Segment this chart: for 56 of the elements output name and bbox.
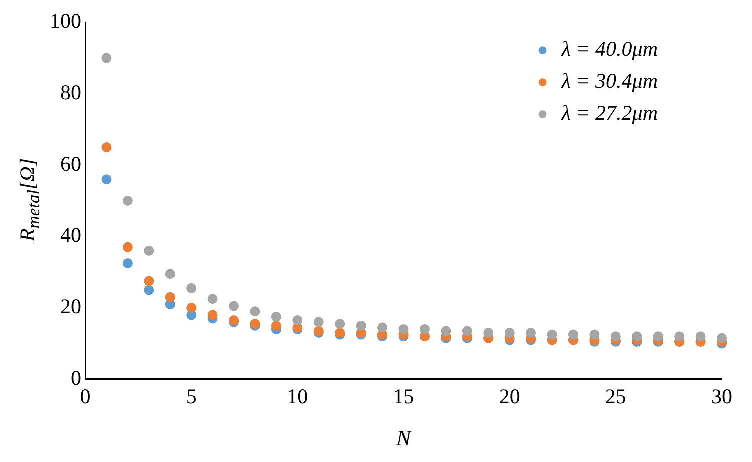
y-tick-label: 0	[71, 366, 82, 390]
legend-label: λ = 30.4μm	[560, 69, 658, 94]
point	[122, 258, 133, 268]
y-tick-label: 20	[60, 294, 82, 319]
point	[229, 301, 240, 312]
x-tick-label: 15	[393, 384, 414, 409]
point	[568, 330, 578, 340]
y-tick-label: 60	[60, 152, 82, 176]
point	[271, 320, 282, 331]
point	[378, 322, 388, 333]
x-tick-label: 25	[605, 384, 626, 409]
x-axis-title: N	[395, 426, 412, 451]
point	[632, 332, 642, 342]
point	[102, 142, 112, 152]
x-tick-label: 5	[186, 384, 197, 409]
point	[186, 283, 197, 294]
point	[335, 319, 346, 330]
point	[674, 332, 685, 342]
point	[186, 303, 197, 314]
point	[441, 326, 452, 336]
point	[122, 242, 133, 252]
point	[292, 316, 303, 326]
point	[462, 326, 472, 336]
point	[717, 333, 727, 344]
point	[250, 306, 260, 317]
point	[271, 312, 282, 322]
point	[547, 330, 558, 340]
point	[504, 328, 515, 338]
point	[208, 310, 218, 320]
point	[610, 332, 621, 342]
point	[208, 294, 218, 304]
x-tick-label: 20	[499, 384, 520, 409]
point	[526, 328, 536, 338]
point	[484, 328, 494, 338]
legend-label: λ = 27.2μm	[560, 101, 658, 126]
point	[696, 332, 706, 342]
point	[314, 317, 324, 328]
point	[165, 292, 176, 302]
point	[144, 285, 154, 296]
point	[102, 174, 112, 185]
y-tick-label: 80	[60, 80, 82, 104]
point	[356, 320, 366, 331]
x-tick-label: 10	[287, 384, 308, 409]
y-tick-label: 40	[60, 223, 82, 248]
point	[653, 332, 664, 342]
legend-label: λ = 40.0μm	[560, 37, 658, 62]
point	[144, 246, 154, 256]
point	[144, 276, 154, 286]
point	[420, 324, 430, 334]
point	[165, 269, 176, 280]
point	[122, 196, 133, 206]
point	[398, 324, 409, 334]
point	[590, 330, 600, 340]
y-tick-label: 100	[50, 9, 82, 34]
x-tick-label: 30	[712, 384, 732, 409]
point	[102, 53, 112, 64]
